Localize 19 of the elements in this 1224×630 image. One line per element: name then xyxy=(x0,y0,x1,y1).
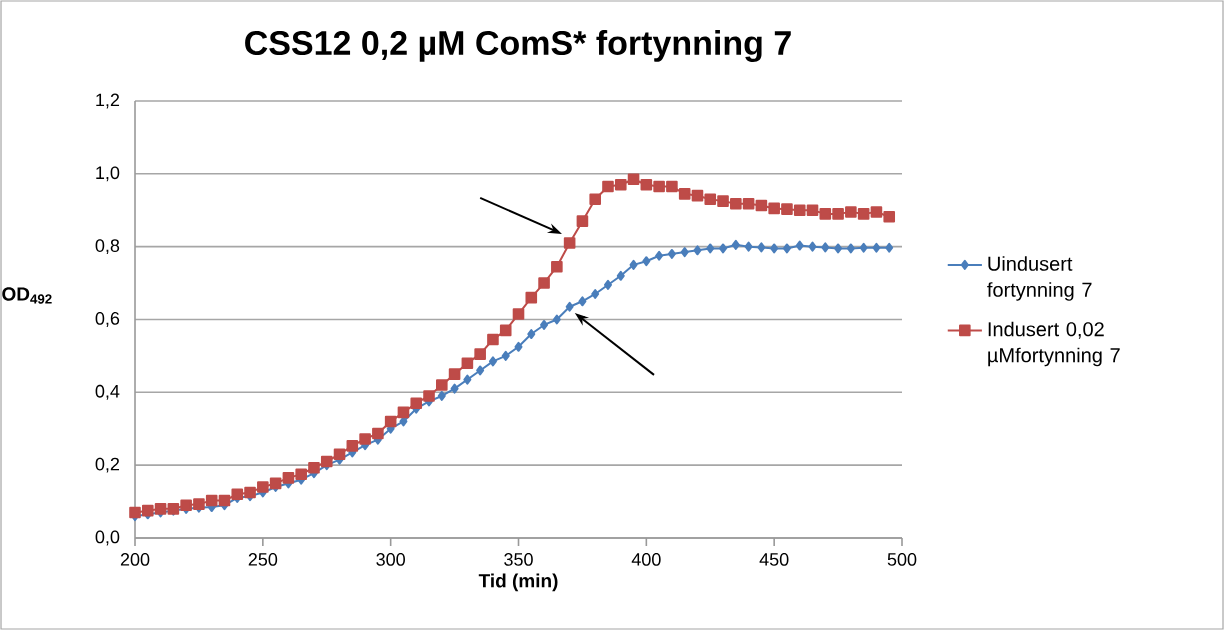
y-tick-label: 0,6 xyxy=(95,312,120,327)
x-tick-label: 400 xyxy=(631,553,661,566)
chart-title: CSS12 0,2 µM ComS* fortynning 7 xyxy=(245,30,791,62)
x-tick-label: 450 xyxy=(759,553,789,566)
y-tick-label: 1,0 xyxy=(96,166,120,182)
x-tick-label: 500 xyxy=(887,553,917,566)
x-tick-label: 200 xyxy=(120,553,150,566)
x-tick-label: 350 xyxy=(504,553,533,566)
y-tick-label: 1,2 xyxy=(96,93,120,109)
x-axis-title: Tid (min) xyxy=(478,573,558,592)
legend-label: Uindusert fortynning 7 xyxy=(987,256,1092,301)
legend-label: Indusert 0,02 µMfortynning 7 xyxy=(988,321,1120,367)
x-tick-label: 300 xyxy=(376,553,405,566)
x-tick-label: 250 xyxy=(248,553,278,566)
y-axis-title: OD$_{492}$ xyxy=(2,287,52,304)
y-tick-label: 0,0 xyxy=(95,530,120,546)
y-tick-label: 0,2 xyxy=(95,457,120,473)
y-tick-label: 0,4 xyxy=(95,384,120,400)
y-tick-label: 0,8 xyxy=(95,239,120,255)
